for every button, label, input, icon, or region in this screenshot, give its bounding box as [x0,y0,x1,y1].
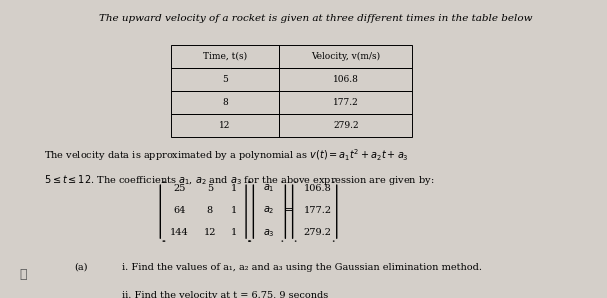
Text: Velocity, v(m/s): Velocity, v(m/s) [311,52,381,61]
Text: 12: 12 [219,121,231,130]
Text: 8: 8 [222,98,228,107]
Text: Time, t(s): Time, t(s) [203,52,247,61]
Text: i. Find the values of a₁, a₂ and a₃ using the Gaussian elimination method.: i. Find the values of a₁, a₂ and a₃ usin… [122,263,482,272]
Text: 1: 1 [231,228,237,237]
Text: 106.8: 106.8 [304,184,331,193]
Text: 177.2: 177.2 [333,98,359,107]
Bar [279,68,412,91]
Text: 8: 8 [207,206,213,215]
Text: 279.2: 279.2 [333,121,359,130]
Text: The velocity data is approximated by a polynomial as $v(t) = a_1t^2 + a_2t + a_3: The velocity data is approximated by a p… [44,148,409,163]
Text: 1: 1 [231,184,237,193]
Text: $a_3$: $a_3$ [263,227,274,239]
Text: $a_1$: $a_1$ [263,183,274,195]
Text: 1: 1 [231,206,237,215]
Text: 279.2: 279.2 [304,228,331,237]
Bar [171,68,279,91]
Text: 5: 5 [207,184,213,193]
Text: $5 \leq t \leq 12$. The coefficients $a_1$, $a_2$ and $a_3$ for the above expres: $5 \leq t \leq 12$. The coefficients $a_… [44,173,434,187]
Text: 12: 12 [203,228,216,237]
Text: 25: 25 [174,184,186,193]
Bar [279,45,412,68]
Bar [279,91,412,114]
Text: 64: 64 [174,206,186,215]
Bar [279,114,412,137]
Text: The upward velocity of a rocket is given at three different times in the table b: The upward velocity of a rocket is given… [99,14,532,23]
Text: 177.2: 177.2 [304,206,332,215]
Text: 5: 5 [222,75,228,84]
Bar [171,91,279,114]
Text: 144: 144 [170,228,189,237]
Text: =: = [283,205,293,215]
Text: (a): (a) [74,263,87,272]
Bar [171,45,279,68]
Text: 106.8: 106.8 [333,75,359,84]
Bar [171,114,279,137]
Text: 🖊: 🖊 [19,268,27,281]
Text: $a_2$: $a_2$ [263,204,274,216]
Text: ii. Find the velocity at t = 6.75, 9 seconds: ii. Find the velocity at t = 6.75, 9 sec… [122,291,328,298]
